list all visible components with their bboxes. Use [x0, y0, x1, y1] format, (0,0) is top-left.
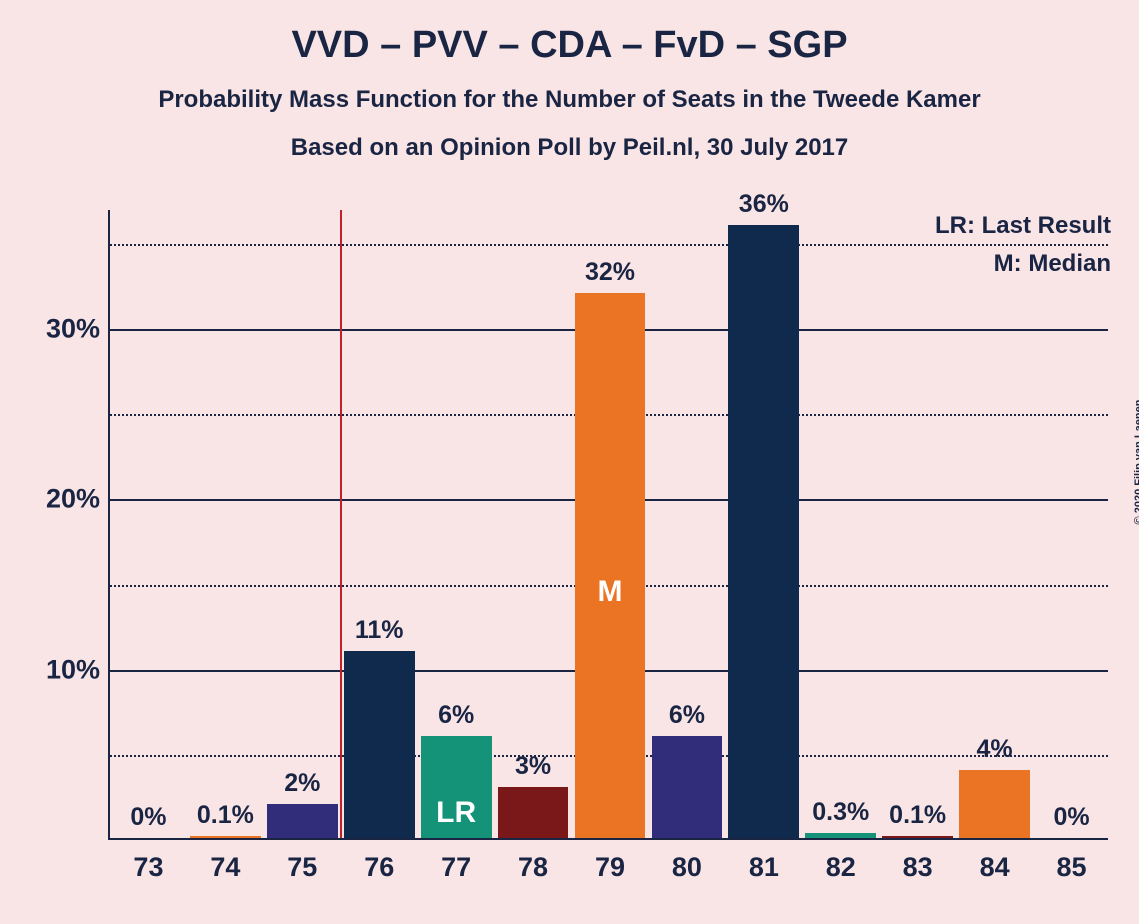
- x-tick-label: 79: [595, 852, 625, 883]
- bar: 6%LR: [421, 736, 492, 838]
- x-tick-label: 82: [826, 852, 856, 883]
- x-tick-label: 77: [441, 852, 471, 883]
- bar: 6%: [652, 736, 723, 838]
- x-tick-label: 78: [518, 852, 548, 883]
- x-tick-label: 74: [210, 852, 240, 883]
- bar-value-label: 2%: [284, 769, 320, 798]
- bar: 4%: [959, 770, 1030, 838]
- bar-value-label: 0.1%: [197, 801, 254, 830]
- plot-area: 10%20%30%730%740.1%752%7611%776%LR783%79…: [108, 210, 1108, 840]
- legend-lr: LR: Last Result: [935, 212, 1111, 240]
- y-tick-label: 30%: [46, 314, 100, 345]
- y-tick-label: 20%: [46, 484, 100, 515]
- bar: 32%M: [575, 293, 646, 838]
- chart-title: VVD – PVV – CDA – FvD – SGP: [0, 24, 1139, 67]
- x-tick-label: 73: [133, 852, 163, 883]
- legend-m: M: Median: [994, 250, 1111, 278]
- chart-container: { "title": "VVD – PVV – CDA – FvD – SGP"…: [0, 0, 1139, 924]
- x-tick-label: 85: [1057, 852, 1087, 883]
- x-tick-label: 76: [364, 852, 394, 883]
- grid-line-minor: [110, 244, 1108, 246]
- bar-value-label: 0.1%: [889, 801, 946, 830]
- bar: 2%: [267, 804, 338, 838]
- chart-subtitle-2: Based on an Opinion Poll by Peil.nl, 30 …: [0, 134, 1139, 162]
- bar: 0.1%: [190, 836, 261, 838]
- x-tick-label: 81: [749, 852, 779, 883]
- threshold-line: [340, 210, 342, 838]
- y-tick-label: 10%: [46, 654, 100, 685]
- bar-value-label: 36%: [739, 190, 789, 219]
- bar: 0.3%: [805, 833, 876, 838]
- bar-inner-label: M: [597, 575, 622, 609]
- bar-value-label: 0.3%: [812, 798, 869, 827]
- x-tick-label: 83: [903, 852, 933, 883]
- bar-value-label: 11%: [355, 616, 404, 645]
- bar-value-label: 6%: [438, 701, 474, 730]
- chart-subtitle-1: Probability Mass Function for the Number…: [0, 86, 1139, 114]
- bar-value-label: 6%: [669, 701, 705, 730]
- bar: 36%: [728, 225, 799, 838]
- bar-value-label: 0%: [130, 803, 166, 832]
- bar-inner-label: LR: [436, 796, 476, 830]
- bar: 0.1%: [882, 836, 953, 838]
- bar: 3%: [498, 787, 569, 838]
- bar-value-label: 4%: [977, 735, 1013, 764]
- bar-value-label: 3%: [515, 752, 551, 781]
- bar-value-label: 0%: [1053, 803, 1089, 832]
- bar: 11%: [344, 651, 415, 838]
- x-tick-label: 84: [980, 852, 1010, 883]
- x-tick-label: 80: [672, 852, 702, 883]
- copyright-text: © 2020 Filip van Laenen: [1133, 400, 1139, 525]
- x-tick-label: 75: [287, 852, 317, 883]
- bar-value-label: 32%: [585, 258, 635, 287]
